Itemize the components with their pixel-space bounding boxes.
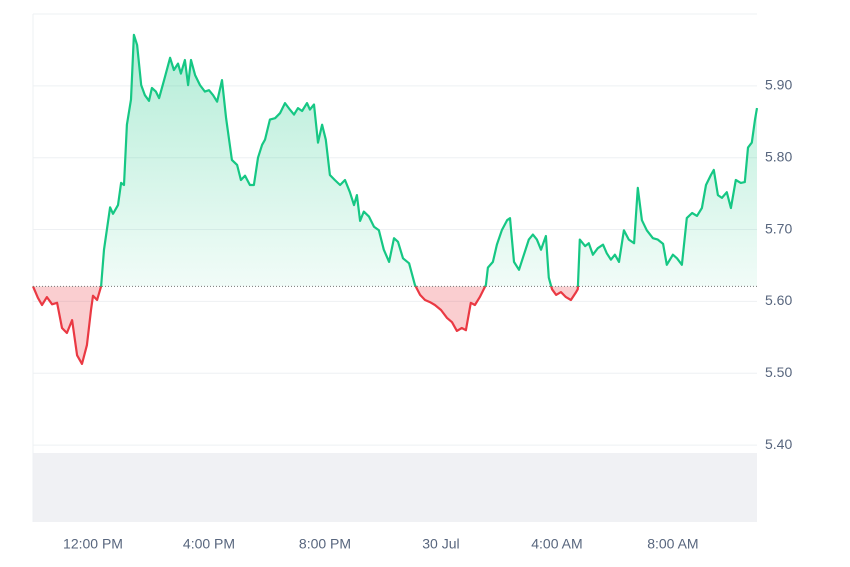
y-tick-label: 5.70 — [765, 220, 792, 236]
y-tick-label: 5.80 — [765, 148, 792, 164]
y-tick-label: 5.60 — [765, 292, 792, 308]
x-tick-label: 8:00 PM — [299, 536, 351, 552]
price-area — [33, 34, 757, 364]
x-tick-label: 8:00 AM — [647, 536, 698, 552]
x-tick-label: 30 Jul — [422, 536, 459, 552]
x-tick-label: 4:00 AM — [531, 536, 582, 552]
price-line — [31, 33, 759, 365]
y-tick-label: 5.40 — [765, 436, 792, 452]
volume-band — [33, 453, 757, 522]
x-tick-label: 12:00 PM — [63, 536, 123, 552]
y-tick-label: 5.90 — [765, 77, 792, 93]
y-tick-label: 5.50 — [765, 364, 792, 380]
x-tick-label: 4:00 PM — [183, 536, 235, 552]
